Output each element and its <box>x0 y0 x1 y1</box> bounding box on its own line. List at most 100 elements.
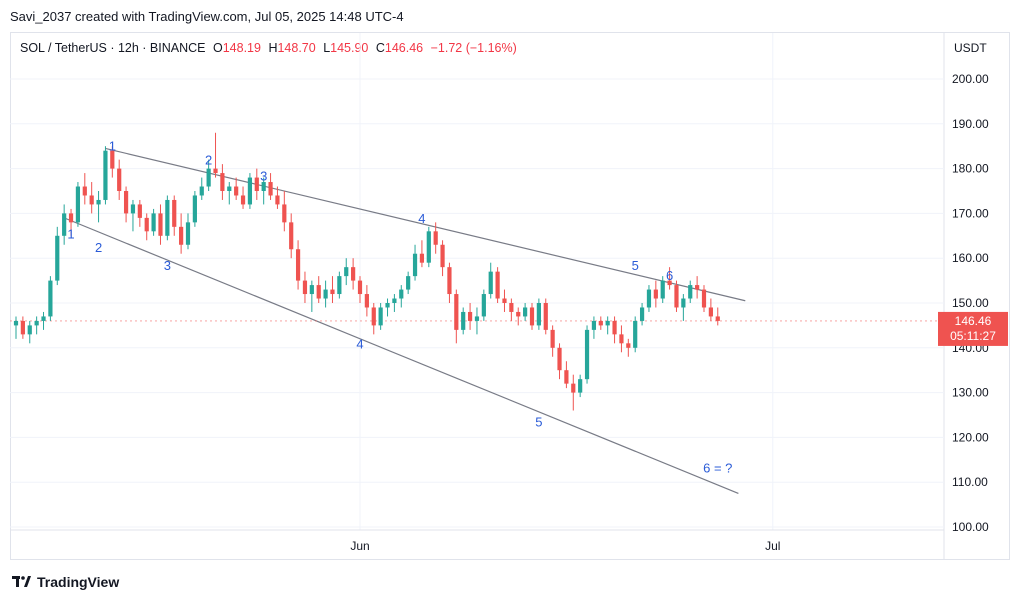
candle <box>247 173 253 209</box>
candle <box>481 289 486 321</box>
candle-body <box>667 280 672 286</box>
candle <box>48 276 53 321</box>
candle-body <box>605 320 610 326</box>
candle <box>495 267 500 303</box>
price-tick-label: 170.00 <box>952 206 989 220</box>
candle-body <box>213 168 218 174</box>
candle <box>385 298 390 317</box>
candle-body <box>412 253 418 277</box>
candle <box>302 271 308 303</box>
candle-body <box>695 285 700 290</box>
candle <box>399 285 404 308</box>
wave-label: 3 <box>164 258 171 273</box>
last-price-badge-bg <box>938 311 1008 346</box>
candle-body <box>639 307 645 321</box>
candle <box>571 374 576 411</box>
candle-body <box>316 285 321 299</box>
symbol-legend[interactable]: SOL / TetherUS · 12h · BINANCE O148.19 H… <box>20 41 517 55</box>
candle <box>185 213 191 250</box>
candle <box>426 226 431 268</box>
candle <box>199 177 204 200</box>
candle <box>55 226 60 286</box>
candle-body <box>715 316 720 321</box>
candle-body <box>89 195 94 205</box>
wave-label: 6 <box>666 268 673 283</box>
candle <box>701 285 707 312</box>
candle-body <box>385 303 390 308</box>
time-axis-ticks: Jun Jul <box>350 539 780 553</box>
candle-body <box>206 168 211 187</box>
candle <box>598 316 603 330</box>
candle-body <box>337 276 342 295</box>
candle <box>474 307 480 335</box>
candle <box>406 271 411 295</box>
candle-body <box>364 294 369 308</box>
candle-body <box>275 195 280 205</box>
candle-body <box>619 334 624 344</box>
candle-body <box>151 213 156 232</box>
price-tick-label: 100.00 <box>952 520 989 534</box>
candle <box>227 182 232 205</box>
candle <box>254 168 259 200</box>
candle-body <box>48 280 53 317</box>
candle-body <box>179 226 184 245</box>
candle <box>509 298 514 321</box>
candle-body <box>123 191 129 214</box>
candle-body <box>247 177 253 205</box>
candle-body <box>117 168 122 191</box>
candle-body <box>516 311 521 317</box>
candle <box>467 303 473 330</box>
candle-body <box>467 311 473 321</box>
candle-body <box>268 182 273 196</box>
candle <box>584 325 590 384</box>
candle <box>433 222 438 254</box>
candle-body <box>96 199 101 205</box>
candle-body <box>289 222 294 250</box>
symbol-title[interactable]: SOL / TetherUS · 12h · BINANCE <box>20 41 206 55</box>
price-tick-label: 110.00 <box>952 475 988 489</box>
candle <box>103 146 108 205</box>
candle <box>275 186 280 209</box>
candle <box>371 303 376 335</box>
candle-body <box>543 303 548 330</box>
candle-body <box>172 199 177 227</box>
chart-attribution: Savi_2037 created with TradingView.com, … <box>10 9 404 24</box>
candle-body <box>62 213 67 236</box>
candle <box>34 316 39 335</box>
candle <box>516 307 521 326</box>
candle-body <box>461 311 466 330</box>
candle-body <box>612 320 617 335</box>
candle <box>117 159 122 200</box>
candle <box>89 182 94 214</box>
candle-body <box>701 289 707 308</box>
candle-body <box>137 204 142 218</box>
candle <box>695 276 700 299</box>
candle <box>646 285 652 312</box>
candle <box>151 208 156 236</box>
close-label: C <box>375 41 385 55</box>
candle-body <box>509 303 514 312</box>
candle-body <box>13 320 19 326</box>
candle <box>62 204 67 245</box>
candle <box>626 338 631 357</box>
candle <box>75 182 81 227</box>
candle <box>344 258 349 286</box>
candle-body <box>234 186 239 196</box>
currency-button[interactable]: USDT <box>954 41 987 55</box>
candle-body <box>27 325 32 335</box>
candle <box>591 316 597 339</box>
candle <box>68 208 74 236</box>
candle-body <box>660 280 665 299</box>
candle-body <box>309 285 314 295</box>
high-label: H <box>268 41 278 55</box>
candles[interactable] <box>13 132 720 411</box>
low-label: L <box>323 41 331 55</box>
candle-body <box>344 267 349 277</box>
tradingview-logo[interactable]: TradingView <box>12 574 119 590</box>
candle <box>220 164 225 200</box>
candle-body <box>598 320 603 326</box>
high-value: 148.70 <box>277 41 316 55</box>
candle <box>419 240 425 268</box>
candle <box>715 307 720 326</box>
